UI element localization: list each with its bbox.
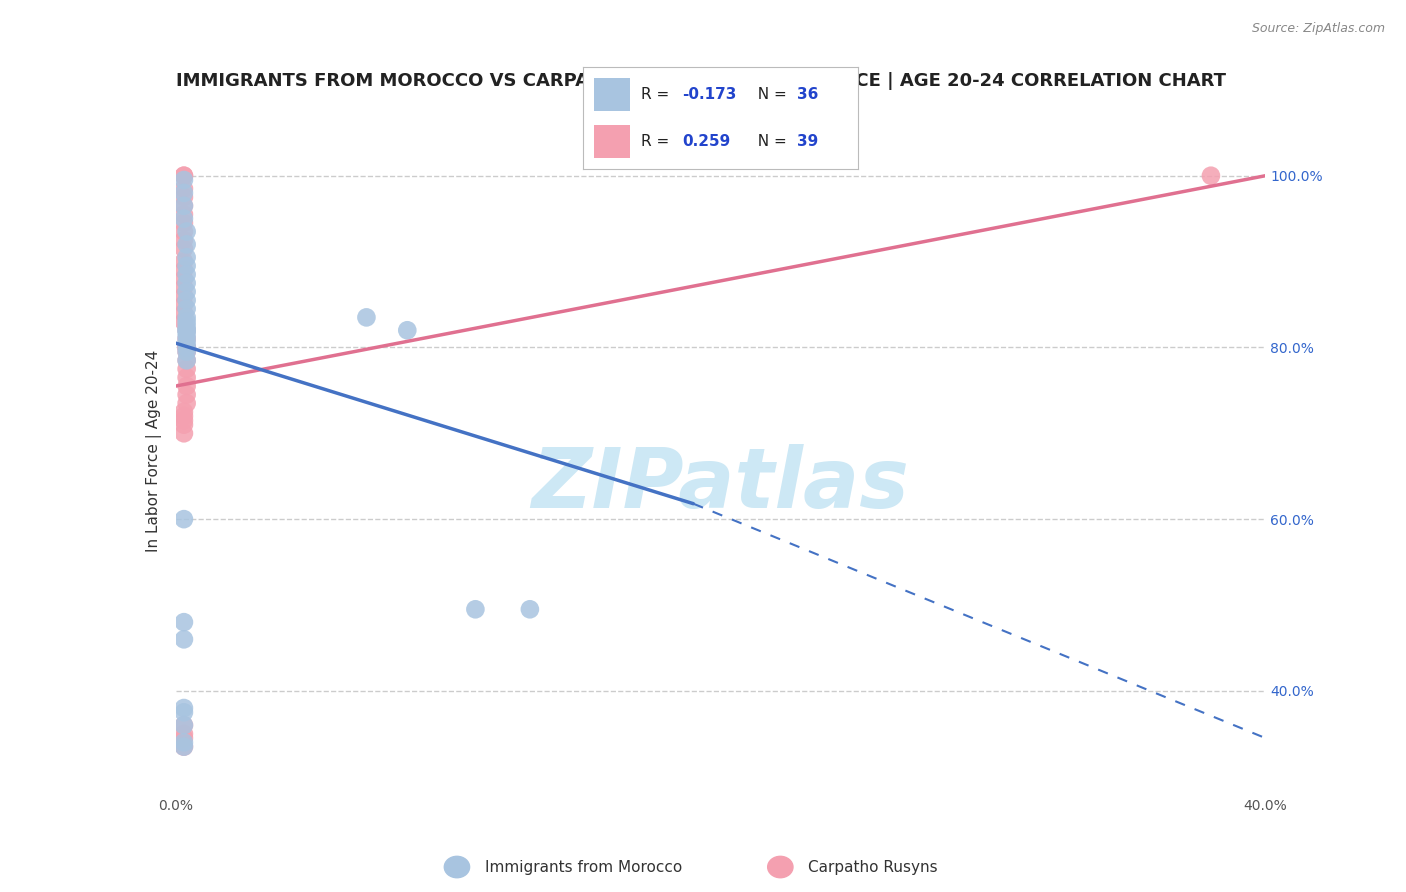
Point	[173, 706, 195, 720]
Point	[173, 632, 195, 647]
Point	[173, 211, 195, 226]
Point	[173, 225, 195, 239]
Point	[173, 417, 195, 432]
Point	[176, 225, 198, 239]
Text: Source: ZipAtlas.com: Source: ZipAtlas.com	[1251, 22, 1385, 36]
Bar	[595, 78, 630, 111]
Point	[173, 731, 195, 745]
Point	[1199, 169, 1222, 183]
Point	[519, 602, 541, 616]
Point	[176, 340, 198, 354]
Point	[173, 297, 195, 311]
Point	[173, 254, 195, 268]
Point	[176, 315, 198, 329]
Point	[173, 512, 195, 526]
Point	[173, 701, 195, 715]
Text: N =: N =	[748, 135, 792, 149]
Point	[176, 332, 198, 346]
Point	[173, 426, 195, 441]
Point	[176, 250, 198, 264]
Point	[173, 169, 195, 183]
Text: 39: 39	[797, 135, 818, 149]
Point	[173, 181, 195, 195]
Point	[176, 340, 198, 354]
Point	[176, 387, 198, 401]
Point	[173, 289, 195, 303]
Point	[176, 285, 198, 299]
Point	[173, 718, 195, 732]
Point	[176, 396, 198, 410]
Point	[176, 327, 198, 342]
Point	[173, 186, 195, 200]
Point	[173, 739, 195, 754]
Point	[176, 362, 198, 376]
Text: Immigrants from Morocco: Immigrants from Morocco	[485, 860, 682, 874]
Text: -0.173: -0.173	[682, 87, 737, 102]
Text: 0.259: 0.259	[682, 135, 731, 149]
Point	[173, 615, 195, 630]
Point	[176, 237, 198, 252]
Point	[173, 727, 195, 741]
Text: R =: R =	[641, 87, 675, 102]
Point	[173, 199, 195, 213]
Y-axis label: In Labor Force | Age 20-24: In Labor Force | Age 20-24	[146, 350, 162, 551]
Point	[176, 268, 198, 282]
Point	[356, 310, 378, 325]
Point	[173, 735, 195, 749]
Point	[173, 718, 195, 732]
Point	[176, 340, 198, 354]
Point	[176, 344, 198, 359]
Point	[176, 370, 198, 384]
Point	[176, 379, 198, 393]
Point	[173, 233, 195, 247]
Point	[173, 199, 195, 213]
Point	[173, 413, 195, 427]
Point	[176, 259, 198, 273]
Point	[173, 242, 195, 256]
Text: Carpatho Rusyns: Carpatho Rusyns	[808, 860, 938, 874]
Point	[173, 306, 195, 320]
Point	[176, 301, 198, 316]
Point	[173, 280, 195, 294]
Point	[176, 318, 198, 333]
Point	[176, 336, 198, 351]
Point	[173, 263, 195, 277]
Point	[173, 271, 195, 285]
Point	[396, 323, 419, 337]
Point	[173, 409, 195, 424]
Point	[173, 190, 195, 204]
Text: IMMIGRANTS FROM MOROCCO VS CARPATHO RUSYN IN LABOR FORCE | AGE 20-24 CORRELATION: IMMIGRANTS FROM MOROCCO VS CARPATHO RUSY…	[176, 72, 1226, 90]
Point	[176, 310, 198, 325]
Text: N =: N =	[748, 87, 792, 102]
Point	[176, 323, 198, 337]
Text: 36: 36	[797, 87, 818, 102]
Point	[176, 293, 198, 308]
Point	[176, 353, 198, 368]
Point	[176, 323, 198, 337]
Point	[176, 276, 198, 290]
Point	[173, 739, 195, 754]
Text: R =: R =	[641, 135, 675, 149]
Point	[176, 332, 198, 346]
Point	[173, 173, 195, 187]
Point	[464, 602, 486, 616]
Point	[176, 353, 198, 368]
Point	[173, 207, 195, 221]
Point	[173, 169, 195, 183]
Point	[176, 323, 198, 337]
Bar	[595, 126, 630, 158]
Point	[173, 405, 195, 419]
Point	[173, 315, 195, 329]
Point	[173, 216, 195, 230]
Point	[176, 344, 198, 359]
Text: ZIPatlas: ZIPatlas	[531, 444, 910, 525]
